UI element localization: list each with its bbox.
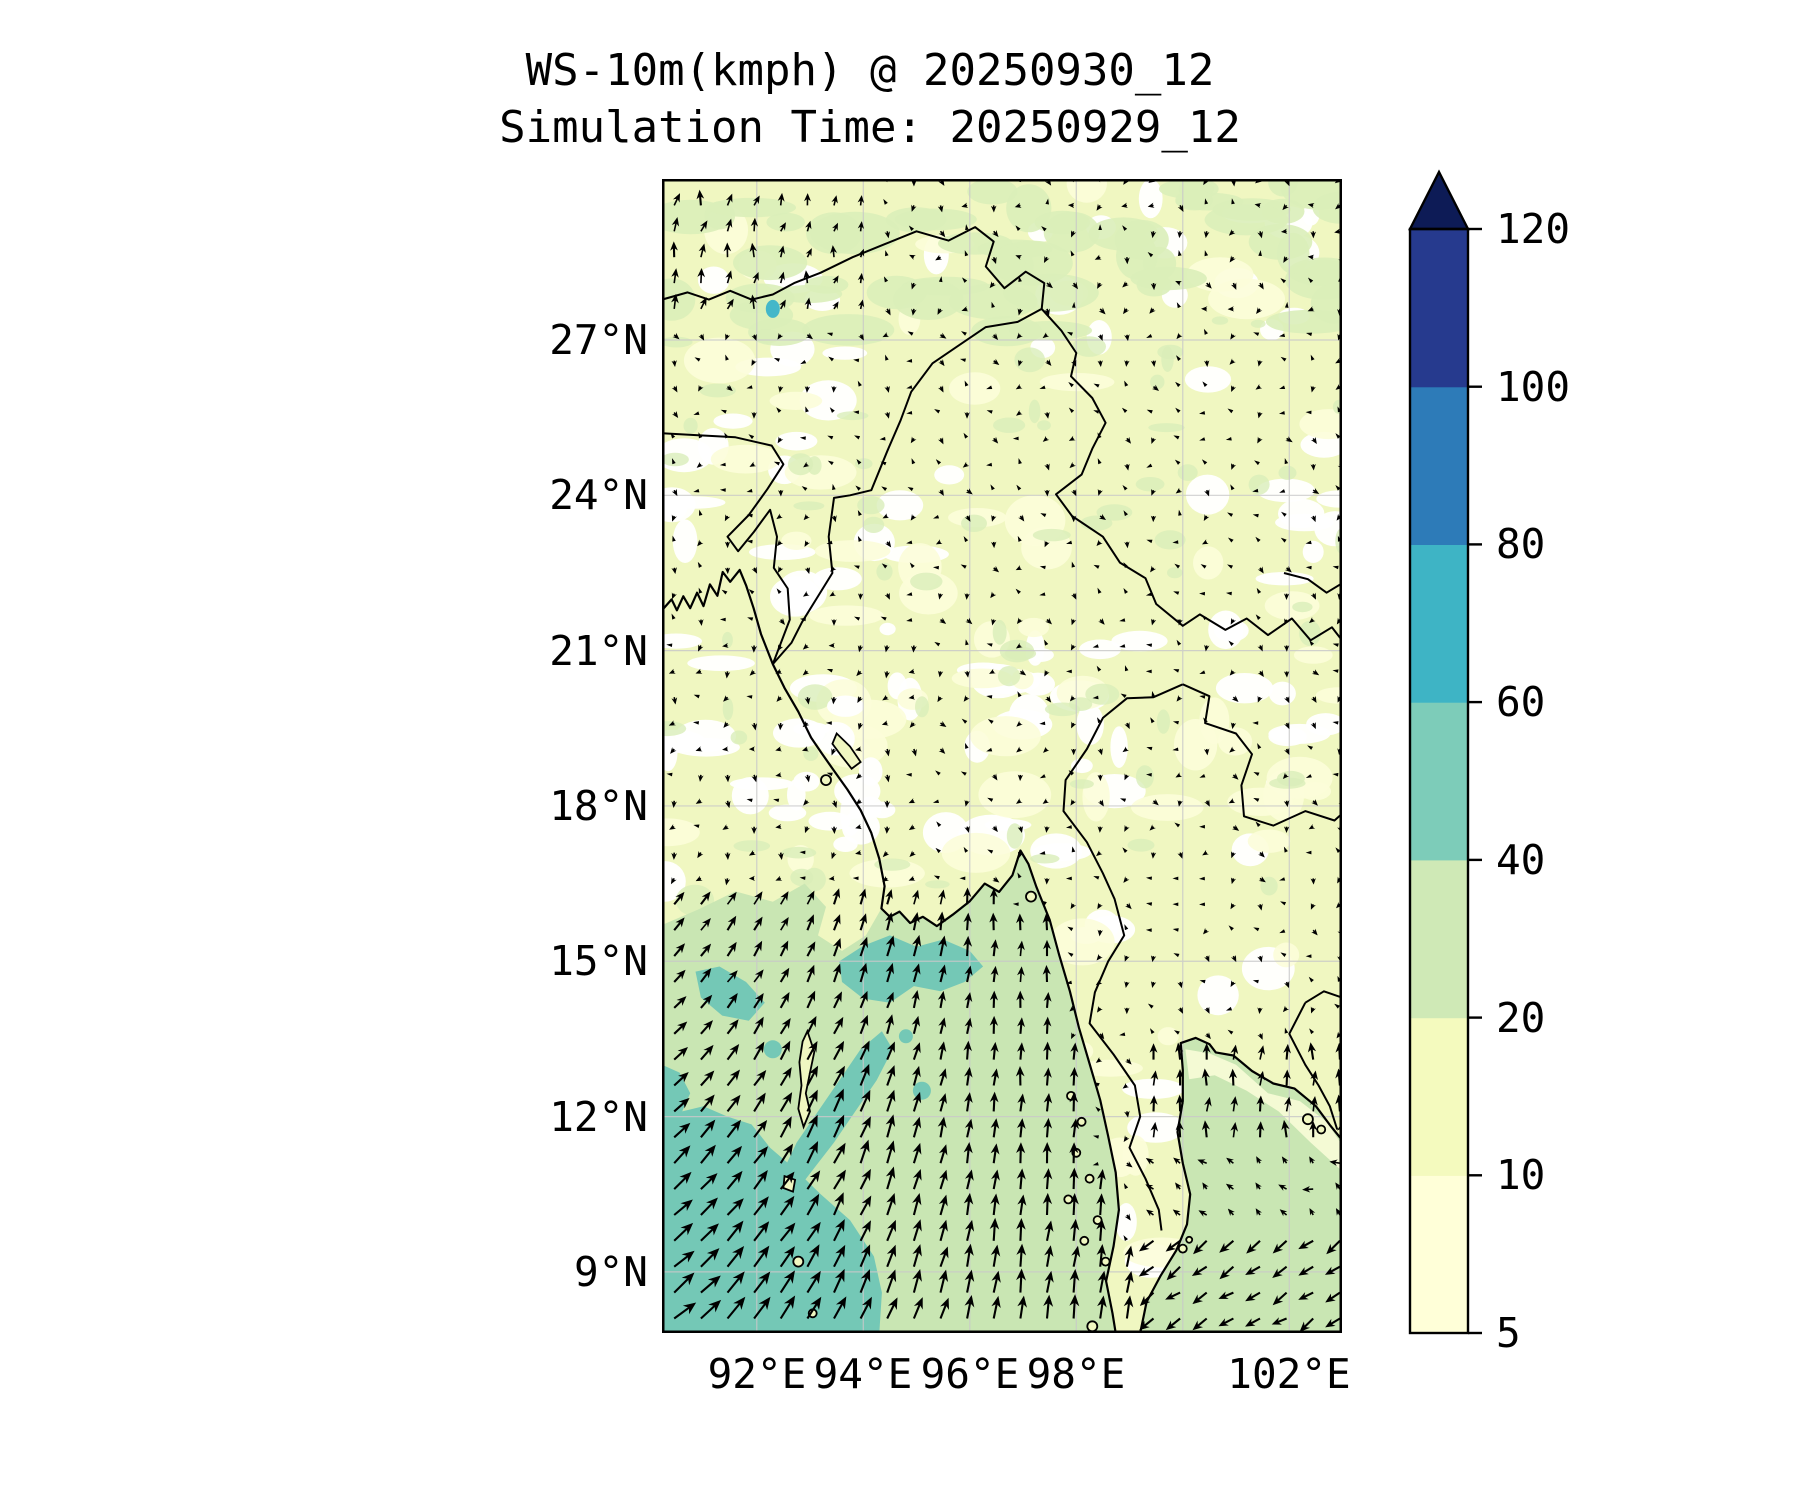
colorbar-segment	[1410, 859, 1468, 1019]
border-layer	[662, 226, 1342, 1231]
country-border	[662, 432, 791, 665]
map-layers	[662, 179, 1342, 1333]
map-plot	[662, 179, 1342, 1333]
x-tick-label: 98°E	[1026, 1350, 1126, 1398]
colorbar-tick-label: 5	[1496, 1309, 1521, 1357]
island-dot	[1086, 1320, 1099, 1333]
chart-title-line1: WS-10m(kmph) @ 20250930_12	[525, 45, 1215, 96]
island-dot	[820, 774, 832, 786]
y-tick-label: 21°N	[549, 627, 648, 675]
coastline-bay	[662, 568, 1120, 1333]
chart-title-line2: Simulation Time: 20250929_12	[499, 102, 1241, 153]
graticule	[662, 179, 1342, 1333]
country-border	[1288, 1002, 1339, 1130]
colorbar-segment	[1410, 702, 1468, 861]
colorbar	[1408, 169, 1482, 1335]
island-dot	[1076, 1116, 1087, 1127]
colorbar-segment	[1410, 229, 1468, 388]
colorbar-segment	[1410, 1175, 1468, 1334]
island-dot	[1185, 1235, 1194, 1244]
x-tick-label: 94°E	[813, 1350, 913, 1398]
colorbar-tick-label: 20	[1496, 994, 1546, 1042]
y-tick-label: 15°N	[549, 937, 648, 985]
island-dot	[1079, 1235, 1090, 1246]
x-tick-label: 92°E	[707, 1350, 807, 1398]
y-tick-label: 12°N	[549, 1093, 648, 1141]
island	[831, 731, 862, 770]
colorbar-extend-max	[1408, 169, 1470, 231]
gulf-pale-strip	[1185, 1049, 1342, 1171]
x-tick-label: 96°E	[920, 1350, 1020, 1398]
island-dot	[1100, 1256, 1111, 1267]
colorbar-tick-label: 10	[1496, 1151, 1546, 1199]
colorbar-tick-label: 40	[1496, 836, 1546, 884]
colorbar-segment	[1410, 1017, 1468, 1176]
colorbar-tick-label: 120	[1496, 205, 1571, 253]
colorbar-tick-label: 80	[1496, 520, 1546, 568]
country-border	[1283, 572, 1342, 594]
y-tick-label: 24°N	[549, 471, 648, 519]
island-dot	[1316, 1124, 1327, 1135]
x-tick-label: 102°E	[1227, 1350, 1351, 1398]
quiver-layer	[666, 179, 1342, 1332]
island-dot	[1025, 890, 1037, 903]
country-border	[1062, 683, 1184, 1231]
country-border	[1182, 683, 1342, 827]
map-frame	[662, 179, 1342, 1333]
island-dot	[1084, 1173, 1095, 1184]
teal-fill-40-60	[662, 935, 984, 1333]
country-border	[772, 308, 1043, 665]
colorbar-outline	[1408, 227, 1470, 1335]
y-tick-label: 9°N	[573, 1248, 648, 1296]
cyan-spot-60-80	[765, 299, 780, 318]
island-dot	[1302, 1113, 1314, 1126]
country-border	[662, 226, 1342, 642]
colorbar-segment	[1410, 386, 1468, 545]
y-tick-label: 27°N	[549, 316, 648, 364]
colorbar-tick-label: 60	[1496, 678, 1546, 726]
colorbar-segment	[1410, 544, 1468, 703]
island-dot	[1177, 1243, 1188, 1254]
colorbar-tick-label: 100	[1496, 363, 1571, 411]
y-tick-label: 18°N	[549, 782, 648, 830]
island-dot	[792, 1255, 805, 1268]
country-border	[1304, 990, 1342, 1004]
